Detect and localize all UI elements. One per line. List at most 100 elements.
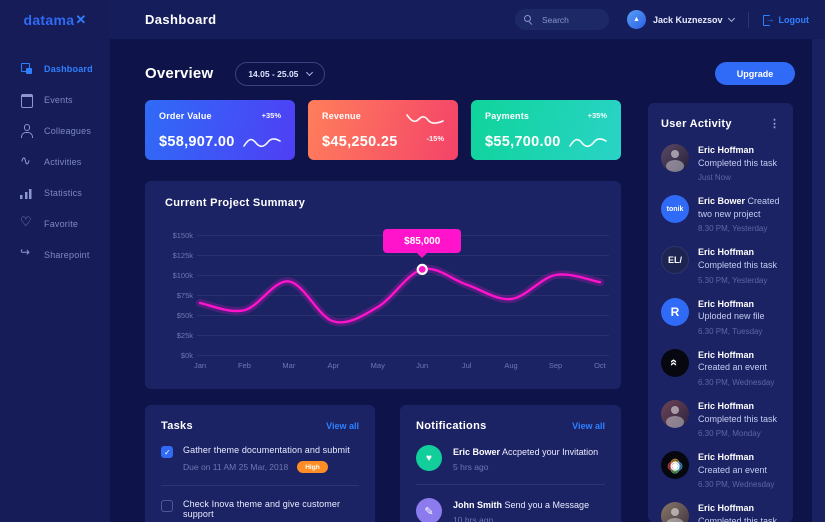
logo-x-icon: ✕ [75,11,87,27]
activity-avatar: R [661,297,689,326]
sidebar-item-icon [20,93,33,108]
scrollbar[interactable] [812,39,825,522]
activity-item[interactable]: Eric Hoffman Created an event 6.30 PM, W… [661,348,780,387]
logo-text: datama [23,11,75,28]
activity-avatar: EL/ [661,246,689,275]
y-tick-label: $100k [172,270,193,280]
chart-title: Current Project Summary [165,197,306,209]
user-name[interactable]: Jack Kuznezsov [652,14,723,25]
activity-item[interactable]: Eric Hoffman Completed this task Just No… [661,144,780,182]
x-tick-label: Jan [193,361,207,370]
chart-gridlines [197,235,609,356]
sidebar-item-label: Favorite [44,218,79,229]
stat-card-label: Revenue [322,111,361,121]
notification-time: 10 hrs ago [453,515,494,522]
activity-text: Eric Hoffman Created an event [698,452,768,475]
notification-text: John Smith Send you a Message [453,500,590,510]
activity-item[interactable]: tonik Eric Bower Created two new project… [661,195,780,233]
sidebar-item[interactable]: Dashboard [0,53,110,84]
y-tick-label: $25k [176,330,193,340]
date-range-picker[interactable]: 14.05 - 25.05 [235,61,326,86]
x-tick-label: Oct [594,361,606,370]
activity-item[interactable]: R Eric Hoffman Uploded new file 6.30 PM,… [661,297,780,336]
sidebar: Dashboard Events Colleagues Activities S… [0,39,110,522]
sidebar-item-icon [20,62,33,75]
activity-avatar [661,502,689,522]
tasks-panel: Tasks View all Gather theme documentatio… [145,405,375,522]
notification-item[interactable]: John Smith Send you a Message 10 hrs ago [416,498,605,522]
sidebar-item[interactable]: Sharepoint [0,239,110,270]
stat-card-label: Order Value [159,111,212,121]
chart-y-axis: $150k $125k $100k $75k $50k $25k $0k [151,225,193,365]
activity-time: 8.30 PM, Yesterday [698,224,768,234]
activity-time: 6.30 PM, Wednesday [698,377,775,387]
task-checkbox[interactable] [161,500,173,512]
user-activity-title: User Activity [661,118,732,130]
sidebar-item-icon [20,154,33,168]
activity-text: Eric Hoffman Created an event [698,349,768,373]
sidebar-item[interactable]: Colleagues [0,115,110,146]
tasks-view-all-link[interactable]: View all [326,421,359,431]
y-tick-label: $125k [172,250,193,260]
activity-avatar [661,399,689,428]
notification-text: Eric Bower Accpeted your Invitation [453,447,599,457]
notifications-view-all-link[interactable]: View all [572,421,605,431]
sidebar-item-icon [20,186,33,199]
x-tick-label: Mar [282,361,296,370]
chart-tooltip-value: $85,000 [404,235,441,247]
search-box[interactable] [514,9,609,30]
y-tick-label: $75k [176,290,193,300]
sidebar-item-icon [20,124,33,138]
sidebar-item[interactable]: Activities [0,146,110,177]
notification-time: 5 hrs ago [453,462,489,472]
chart-tooltip: $85,000 [383,229,462,259]
search-input[interactable] [539,13,600,26]
priority-badge: High [297,461,328,473]
sidebar-item[interactable]: Favorite [0,208,110,239]
activity-avatar [661,348,689,377]
logout-label: Logout [778,14,810,25]
x-tick-label: Jun [416,361,429,370]
stat-card-revenue[interactable]: Revenue $45,250.25 -15% [308,100,458,160]
stat-card-value: $45,250.25 [322,134,398,150]
activity-item[interactable]: Eric Hoffman Completed this task 6.30 PM… [661,399,780,438]
notification-item[interactable]: Eric Bower Accpeted your Invitation 5 hr… [416,445,605,485]
notification-icon [416,445,442,471]
sidebar-item-label: Activities [44,156,82,167]
sparkline-up-icon [569,138,607,148]
x-tick-label: Aug [504,361,518,370]
stat-card-label: Payments [485,111,530,121]
chevron-down-icon[interactable] [727,14,735,22]
stat-card-payments[interactable]: Payments +35% $55,700.00 [471,100,621,160]
x-tick-label: Sep [548,361,563,370]
upgrade-button[interactable]: Upgrade [715,62,795,85]
activity-item[interactable]: EL/ Eric Hoffman Completed this task 5.3… [661,246,780,285]
logout-button[interactable]: Logout [762,14,810,26]
activity-item[interactable]: Eric Hoffman Created an event 6.30 PM, W… [661,451,780,489]
logout-icon [762,14,775,26]
activity-time: 5.30 PM, Yesterday [698,275,768,285]
activity-avatar [661,144,689,172]
overview-title: Overview [145,65,214,82]
sidebar-item[interactable]: Statistics [0,177,110,208]
stat-card-value: $58,907.00 [159,134,235,150]
stat-card-order-value[interactable]: Order Value +35% $58,907.00 [145,100,295,160]
activity-item[interactable]: Eric Hoffman Completed this task 6.30 PM… [661,502,780,522]
task-text: Check Inova theme and give customer supp… [183,499,341,519]
task-item: Gather theme documentation and submit Du… [161,445,359,486]
logo[interactable]: datama ✕ [0,0,110,39]
page-title: Dashboard [145,12,217,27]
user-avatar[interactable] [626,10,646,29]
activity-avatar: tonik [661,195,689,224]
sidebar-item[interactable]: Events [0,84,110,115]
task-text: Gather theme documentation and submit [183,445,350,455]
stat-card-change: +35% [587,111,607,120]
stat-card-change: +35% [261,111,281,120]
activity-text: Eric Hoffman Uploded new file [698,298,765,322]
x-tick-label: May [370,361,385,370]
activity-avatar [661,451,689,480]
task-item: Check Inova theme and give customer supp… [161,499,359,522]
task-checkbox[interactable] [161,446,173,458]
more-options-icon[interactable] [769,119,780,130]
